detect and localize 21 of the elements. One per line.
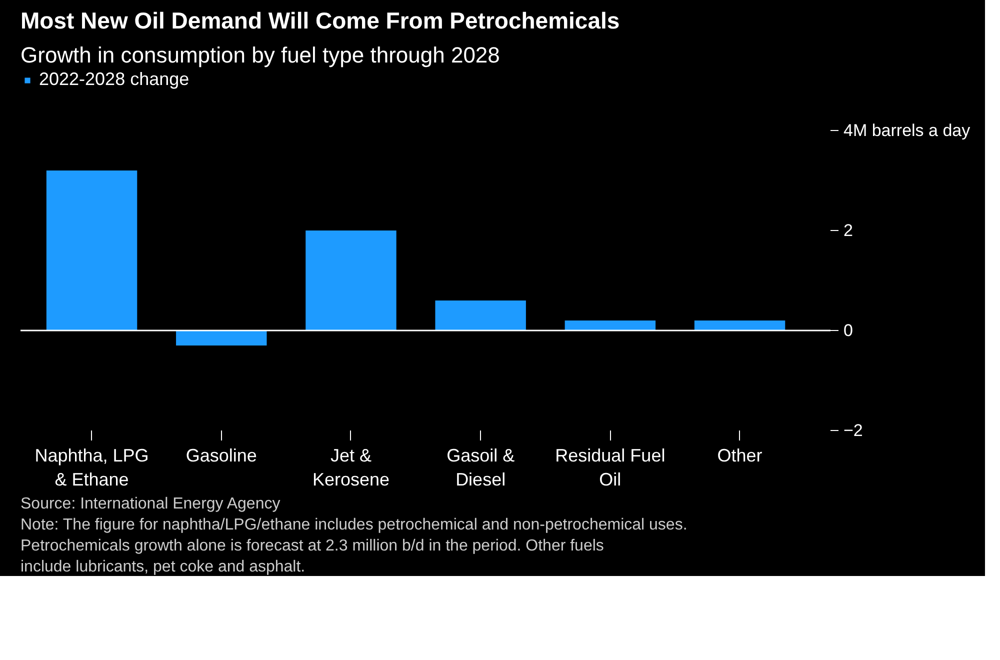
x-tick-label: Jet & Kerosene: [312, 446, 390, 490]
y-tick-label: 4M barrels a day: [844, 121, 971, 140]
x-tick-label: Gasoline: [186, 446, 257, 466]
bar: [46, 170, 138, 330]
legend-label: 2022-2028 change: [39, 69, 190, 90]
bar: [435, 300, 526, 330]
y-tick-label: 2: [844, 221, 853, 240]
bar: [694, 320, 786, 330]
x-tick-label: Other: [717, 446, 762, 466]
x-tick-label: Residual Fuel Oil: [555, 446, 666, 490]
text: Note: The figure for naphtha/LPG/ethane includes petrochemical and non-petrochemical uses. Petrochemicals growth alone is forecast at 2.3 million b/d in the period. Other fuels include lubricants, pet coke and asphalt.: [20, 516, 688, 576]
chart-title: Most New Oil Demand Will Come From Petrochemicals: [20, 8, 620, 34]
chart-subtitle: Growth in consumption by fuel type through 2028: [20, 42, 500, 68]
y-tick-label: −2: [844, 421, 863, 440]
y-tick-label: 0: [844, 321, 853, 340]
x-tick-label: Naphtha, LPG & Ethane: [34, 446, 149, 490]
x-tick-label: Gasoil & Diesel: [446, 446, 515, 490]
bar: [176, 330, 267, 346]
bar: [306, 230, 396, 330]
bar: [564, 320, 656, 330]
source-note: Source: International Energy Agency: [20, 496, 280, 512]
